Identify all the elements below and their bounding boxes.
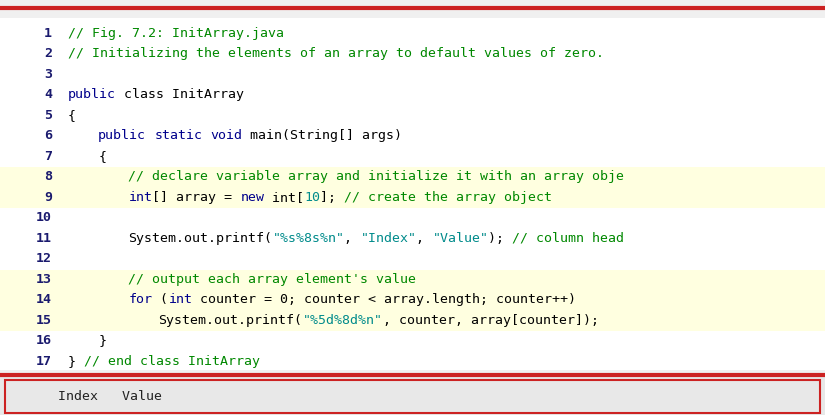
Bar	[0, 167, 825, 188]
Text: 8: 8	[44, 171, 52, 183]
Bar	[0, 375, 825, 415]
Text: [] array =: [] array =	[153, 191, 240, 204]
Text: 2: 2	[44, 47, 52, 60]
Text: // end class InitArray: // end class InitArray	[84, 355, 260, 368]
Text: 4: 4	[44, 88, 52, 101]
Text: for: for	[129, 293, 153, 306]
Text: 6: 6	[44, 129, 52, 142]
Text: int: int	[129, 191, 153, 204]
Bar	[0, 269, 825, 290]
Bar	[0, 290, 825, 310]
Text: ,: ,	[344, 232, 361, 245]
Text: 10: 10	[304, 191, 320, 204]
Text: void: void	[210, 129, 243, 142]
Text: // create the array object: // create the array object	[344, 191, 553, 204]
Text: {: {	[98, 150, 106, 163]
Bar	[0, 18, 825, 370]
Text: 10: 10	[36, 211, 52, 225]
Text: class InitArray: class InitArray	[116, 88, 244, 101]
Text: 7: 7	[44, 150, 52, 163]
Text: "Value": "Value"	[432, 232, 488, 245]
Text: (: (	[153, 293, 168, 306]
Text: 5: 5	[44, 109, 52, 122]
Text: // Initializing the elements of an array to default values of zero.: // Initializing the elements of an array…	[68, 47, 604, 60]
Text: public: public	[98, 129, 146, 142]
Text: 15: 15	[36, 314, 52, 327]
Text: System.out.printf(: System.out.printf(	[129, 232, 272, 245]
Text: int[: int[	[264, 191, 304, 204]
Text: ];: ];	[320, 191, 344, 204]
Text: , counter, array[counter]);: , counter, array[counter]);	[383, 314, 599, 327]
Text: // Fig. 7.2: InitArray.java: // Fig. 7.2: InitArray.java	[68, 27, 284, 40]
Text: 1: 1	[44, 27, 52, 40]
Text: 9: 9	[44, 191, 52, 204]
Text: // output each array element's value: // output each array element's value	[129, 273, 417, 286]
Text: "Index": "Index"	[361, 232, 417, 245]
Bar	[0, 310, 825, 331]
Text: Index   Value: Index Value	[58, 391, 162, 403]
Text: 13: 13	[36, 273, 52, 286]
Text: new: new	[240, 191, 264, 204]
Text: "%5d%8d%n": "%5d%8d%n"	[303, 314, 383, 327]
Text: // column head: // column head	[512, 232, 625, 245]
Text: 14: 14	[36, 293, 52, 306]
Text: counter = 0; counter < array.length; counter++): counter = 0; counter < array.length; cou…	[192, 293, 577, 306]
Text: 17: 17	[36, 355, 52, 368]
Text: }: }	[98, 334, 106, 347]
Text: ,: ,	[417, 232, 432, 245]
Text: {: {	[68, 109, 76, 122]
Text: int: int	[168, 293, 192, 306]
Text: System.out.printf(: System.out.printf(	[158, 314, 303, 327]
Text: main(String[] args): main(String[] args)	[243, 129, 403, 142]
Text: 12: 12	[36, 252, 52, 265]
Text: );: );	[488, 232, 512, 245]
Text: static: static	[154, 129, 202, 142]
Text: // declare variable array and initialize it with an array obje: // declare variable array and initialize…	[129, 171, 625, 183]
Text: public: public	[68, 88, 116, 101]
Text: 16: 16	[36, 334, 52, 347]
Bar	[5, 380, 820, 413]
Bar	[0, 188, 825, 208]
Text: }: }	[68, 355, 84, 368]
Text: 11: 11	[36, 232, 52, 245]
Text: "%s%8s%n": "%s%8s%n"	[272, 232, 344, 245]
Text: 3: 3	[44, 68, 52, 81]
